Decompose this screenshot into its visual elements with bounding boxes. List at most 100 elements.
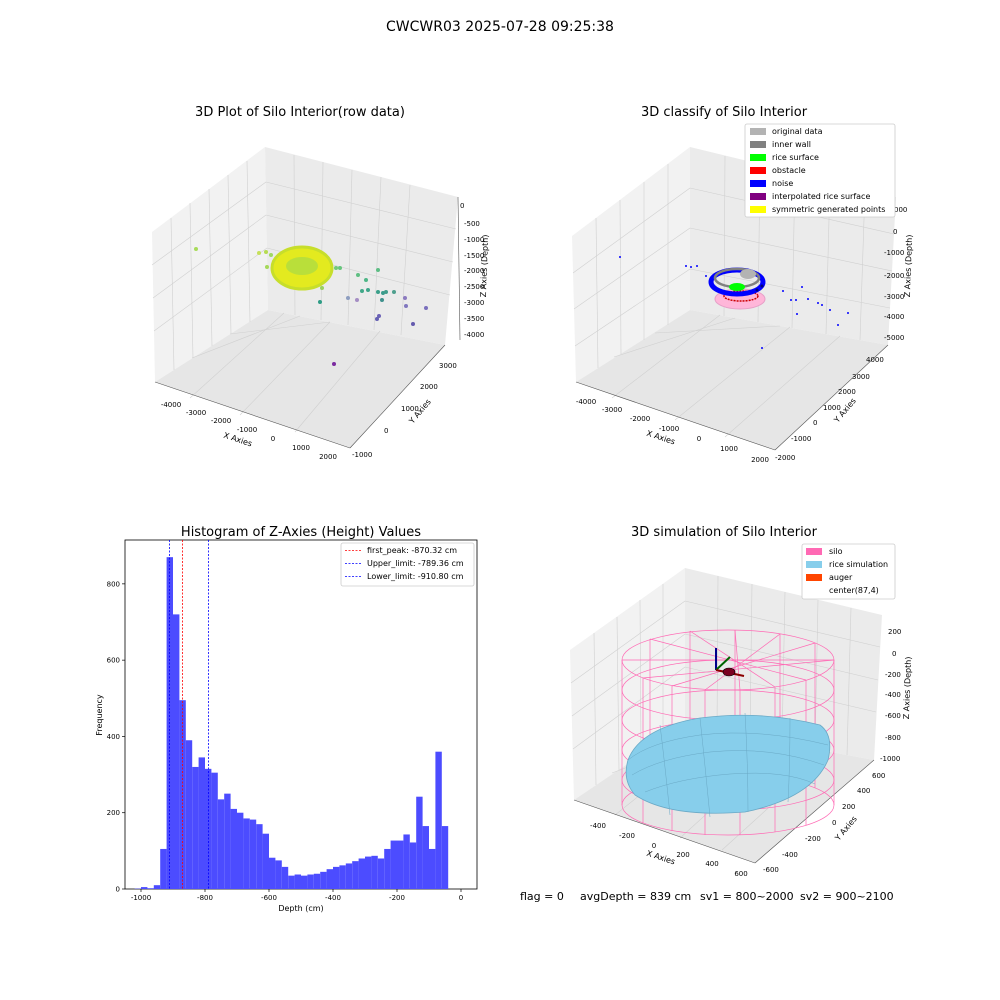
histogram-bar — [384, 848, 391, 889]
classify-legend-label: original data — [772, 127, 823, 136]
svg-text:-600: -600 — [763, 866, 779, 874]
svg-text:1000: 1000 — [401, 405, 419, 413]
histogram-bar — [281, 866, 289, 889]
classify-legend-label: symmetric generated points — [772, 205, 885, 214]
avg-depth-text: avgDepth = 839 cm — [580, 890, 691, 903]
histogram-legend-label: first_peak: -870.32 cm — [367, 546, 457, 555]
classify-z-axis-label: Z Axies (Depth) — [903, 234, 914, 297]
svg-text:-4000: -4000 — [884, 313, 904, 321]
classify-z-ticks: 000 0 -1000 -2000 -3000 -4000 -5000 — [884, 206, 907, 342]
histogram-y-label: Frequency — [95, 694, 104, 736]
svg-text:0: 0 — [832, 819, 836, 827]
histogram-bar — [320, 871, 327, 889]
classify-floor-pane — [576, 310, 888, 450]
svg-text:2000: 2000 — [420, 383, 438, 391]
raw-z-axis-label: Z Axies (Depth) — [479, 234, 490, 297]
raw-y-ticks: -1000 0 1000 2000 3000 — [352, 362, 457, 459]
sv1-text: sv1 = 800~2000 — [700, 890, 794, 903]
svg-text:-400: -400 — [590, 822, 606, 830]
svg-text:000: 000 — [894, 206, 907, 214]
svg-text:-1000: -1000 — [884, 249, 904, 257]
svg-text:-500: -500 — [464, 220, 480, 228]
histogram-bar — [275, 860, 282, 889]
svg-text:-4000: -4000 — [464, 331, 484, 339]
svg-text:0: 0 — [460, 202, 464, 210]
svg-text:-3000: -3000 — [602, 406, 622, 414]
histogram-bar — [141, 887, 148, 889]
histogram-bar — [237, 812, 244, 889]
svg-text:200: 200 — [888, 628, 901, 636]
svg-text:-3000: -3000 — [884, 293, 904, 301]
histogram-y-ticks: 0 200 400 600 800 — [107, 580, 125, 894]
histogram-bar — [211, 772, 218, 889]
svg-text:-1000: -1000 — [659, 425, 679, 433]
svg-text:1000: 1000 — [823, 404, 841, 412]
histogram-bar — [365, 856, 372, 889]
svg-text:0: 0 — [697, 435, 701, 443]
svg-text:3000: 3000 — [852, 373, 870, 381]
svg-text:-600: -600 — [885, 712, 901, 720]
histogram-bar — [198, 757, 205, 889]
svg-text:400: 400 — [857, 787, 870, 795]
histogram-bar — [147, 888, 154, 889]
histogram-bar — [288, 875, 295, 889]
histogram-y-tick-label: 800 — [107, 580, 120, 588]
classify-legend: original data inner wall rice surface obsta… — [744, 123, 896, 218]
histogram-bar — [256, 824, 263, 889]
svg-text:-4000: -4000 — [576, 398, 596, 406]
simulation-panel-title: 3D simulation of Silo Interior — [631, 525, 818, 540]
sim-legend-swatch — [806, 548, 822, 555]
histogram-x-tick-label: 0 — [459, 894, 463, 902]
histogram-bar — [153, 885, 161, 889]
sv2-text: sv2 = 900~2100 — [800, 890, 894, 903]
classify-legend-swatch — [750, 128, 766, 135]
raw-back-pane — [265, 147, 458, 345]
histogram-bar — [441, 826, 449, 889]
svg-text:0: 0 — [893, 228, 897, 236]
histogram-bar — [352, 861, 359, 889]
original-top — [740, 269, 756, 279]
svg-text:4000: 4000 — [866, 356, 884, 364]
histogram-bar — [217, 799, 225, 889]
svg-text:-1000: -1000 — [880, 755, 900, 763]
svg-text:-2000: -2000 — [464, 267, 484, 275]
classify-x-ticks: -4000 -3000 -2000 -1000 0 1000 2000 — [576, 398, 769, 464]
classify-3d-panel: 3D classify of Silo Interior — [572, 105, 914, 464]
sim-x-axis-label: X Axies — [645, 849, 676, 867]
histogram-bar — [307, 874, 314, 889]
svg-text:200: 200 — [676, 851, 689, 859]
svg-text:400: 400 — [705, 860, 718, 868]
svg-text:-1000: -1000 — [237, 426, 257, 434]
rice-surface-blob — [729, 283, 745, 291]
simulation-legend: silo rice simulation auger center(87,4) — [801, 543, 896, 600]
svg-text:-3500: -3500 — [464, 315, 484, 323]
classify-legend-label: interpolated rice surface — [772, 192, 870, 201]
footer-status: flag = 0 avgDepth = 839 cm sv1 = 800~200… — [520, 890, 894, 903]
svg-text:-2500: -2500 — [464, 283, 484, 291]
histogram-bar — [192, 766, 199, 889]
classify-legend-swatch — [750, 193, 766, 200]
raw-z-ticks: 0 -500 -1000 -1500 -2000 -2500 -3000 -35… — [460, 202, 484, 339]
histogram-x-ticks: -1000 -800 -600 -400 -200 0 — [131, 889, 463, 902]
histogram-x-tick-label: -400 — [325, 894, 341, 902]
svg-text:-800: -800 — [885, 734, 901, 742]
sim-legend-label: silo — [829, 547, 843, 556]
histogram-bar — [224, 793, 231, 889]
histogram-legend-label: Upper_limit: -789.36 cm — [367, 559, 464, 568]
histogram-bar — [403, 834, 410, 889]
histogram-y-tick-label: 200 — [107, 809, 120, 817]
sim-grid — [570, 575, 881, 851]
histogram-bar — [301, 875, 308, 889]
svg-text:-200: -200 — [885, 671, 901, 679]
svg-text:-3000: -3000 — [464, 299, 484, 307]
histogram-bar — [390, 840, 397, 889]
histogram-bar — [345, 863, 353, 889]
svg-text:-2000: -2000 — [775, 454, 795, 462]
raw-3d-panel: 3D Plot of Silo Interior(row data) — [151, 105, 490, 461]
svg-text:600: 600 — [872, 772, 885, 780]
histogram-bar — [160, 848, 167, 889]
simulation-3d-panel: 3D simulation of Silo Interior — [570, 525, 913, 878]
svg-text:-200: -200 — [619, 832, 635, 840]
svg-text:200: 200 — [842, 803, 855, 811]
histogram-panel: Histogram of Z-Axies (Height) Values -10… — [95, 525, 478, 913]
